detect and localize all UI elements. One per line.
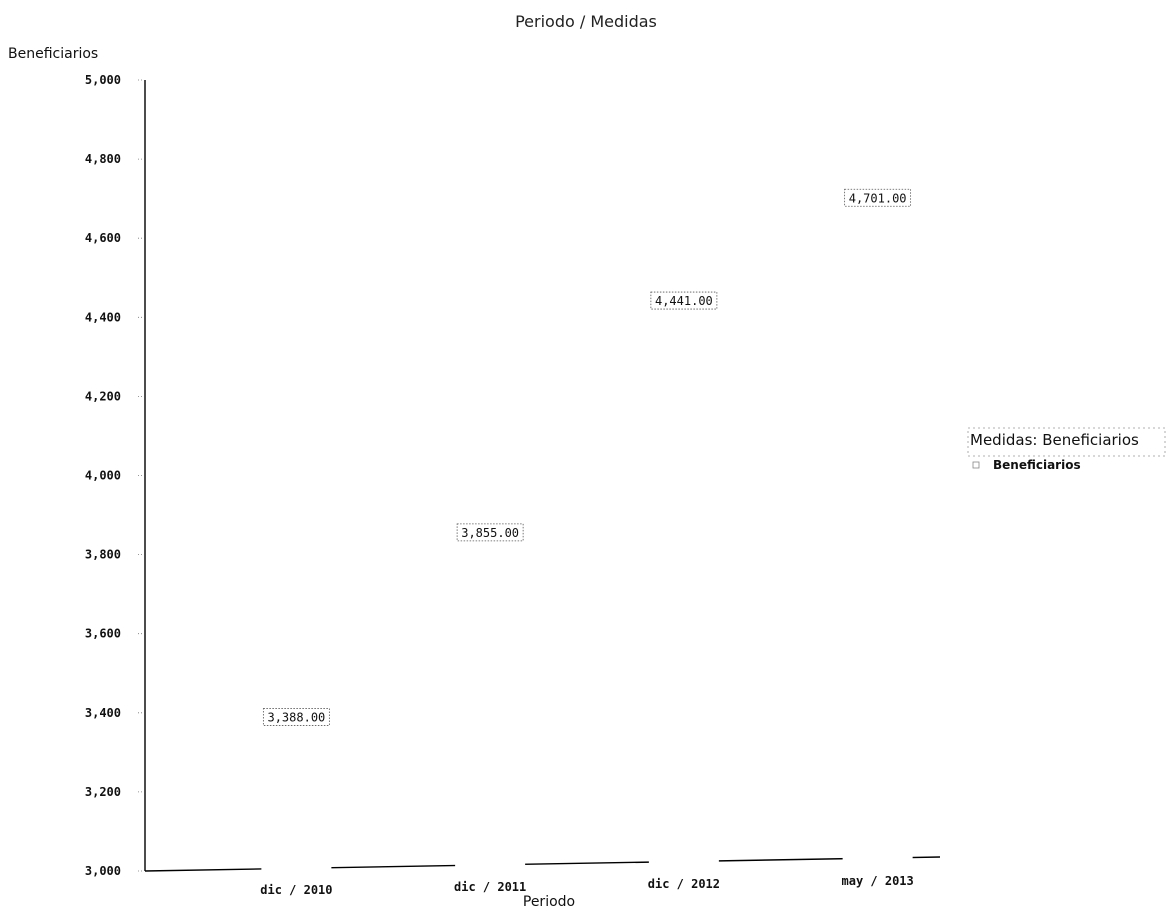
y-tick-label: 4,200 bbox=[85, 389, 121, 403]
y-tick-label: 3,600 bbox=[85, 627, 121, 641]
legend-title: Medidas: Beneficiarios bbox=[970, 431, 1139, 449]
chart-title: Periodo / Medidas bbox=[515, 12, 657, 31]
bar bbox=[455, 532, 526, 868]
legend-swatch bbox=[972, 461, 980, 469]
x-ticks: dic / 2010 dic / 2011 dic / 2012 may / 2013 bbox=[260, 874, 914, 897]
plot-area: 3,000 3,200 3,400 3,600 3,800 4,000 4,200 4,400… bbox=[85, 73, 941, 897]
bar bbox=[842, 198, 913, 862]
y-tick-label: 3,800 bbox=[85, 548, 121, 562]
x-tick-label: dic / 2010 bbox=[260, 883, 332, 897]
data-label: 3,855.00 bbox=[461, 526, 519, 540]
x-tick-label: may / 2013 bbox=[842, 874, 914, 888]
data-labels: 3,388.00 3,855.00 4,441.00 4,701.00 bbox=[262, 188, 912, 726]
y-tick-label: 4,600 bbox=[85, 231, 121, 245]
bars bbox=[261, 198, 913, 871]
bar bbox=[648, 301, 719, 866]
data-label-box bbox=[844, 188, 912, 207]
data-label-box bbox=[262, 708, 330, 726]
y-tick-label: 4,000 bbox=[85, 469, 121, 483]
data-label: 4,701.00 bbox=[849, 191, 907, 205]
legend-frame bbox=[967, 427, 1166, 457]
data-label: 4,441.00 bbox=[655, 294, 713, 308]
y-tick-label: 4,800 bbox=[85, 152, 121, 166]
y-axis-title: Beneficiarios bbox=[8, 46, 98, 62]
y-tick-label: 3,400 bbox=[85, 706, 121, 720]
y-tick-label: 3,000 bbox=[85, 864, 121, 878]
data-label: 3,388.00 bbox=[267, 711, 325, 725]
bar bbox=[261, 717, 332, 871]
data-label-box bbox=[650, 291, 718, 310]
x-axis-title: Periodo bbox=[523, 894, 575, 910]
data-label-box bbox=[456, 523, 524, 542]
x-tick-label: dic / 2012 bbox=[648, 877, 720, 891]
y-tick-label: 5,000 bbox=[85, 73, 121, 87]
x-tick-label: dic / 2011 bbox=[454, 880, 526, 894]
y-tick-label: 3,200 bbox=[85, 785, 121, 799]
y-ticks: 3,000 3,200 3,400 3,600 3,800 4,000 4,200 4,400… bbox=[85, 73, 144, 878]
legend-entry: Beneficiarios bbox=[993, 458, 1081, 472]
y-tick-label: 4,400 bbox=[85, 310, 121, 324]
legend: Medidas: Beneficiarios Beneficiarios bbox=[967, 427, 1166, 472]
